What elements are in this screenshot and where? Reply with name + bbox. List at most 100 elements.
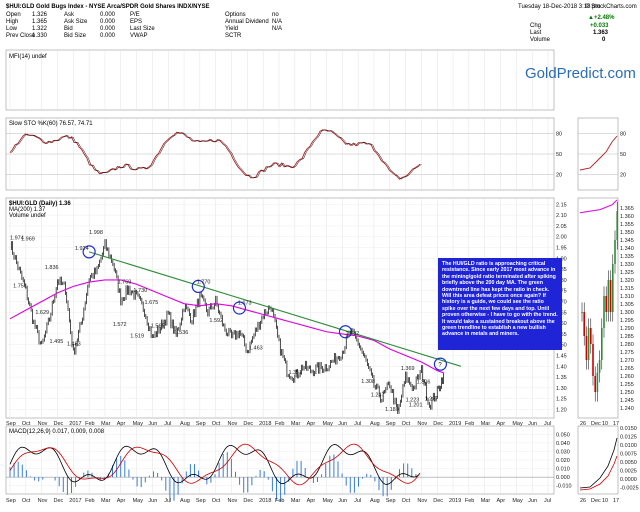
x-tick-label: 2019 <box>449 421 461 427</box>
x-tick-label: Dec <box>433 421 443 427</box>
inset-sto-line <box>579 135 618 171</box>
inset-y-tick-label: 1.325 <box>620 270 634 276</box>
x-tick-label: Nov <box>417 421 427 427</box>
x-tick-label: Oct <box>22 498 31 504</box>
last-label: Last <box>530 30 542 36</box>
price-level-label: 1.223 <box>406 398 420 404</box>
quote-cell: Annual Dividend <box>225 19 269 25</box>
price-level-label: 1.306 <box>417 380 431 386</box>
inset-candle-body <box>601 328 603 360</box>
resistance-touch-circle <box>232 301 247 315</box>
inset-y-tick-label: 1.345 <box>620 238 634 244</box>
inset-x-tick-label: 26 <box>580 498 586 504</box>
quote-cell: N/A <box>272 19 282 25</box>
resistance-touch-circle <box>191 279 205 293</box>
price-level-label: 1.969 <box>21 236 35 242</box>
price-level-label: 1.519 <box>130 334 144 340</box>
x-tick-label: Dec <box>53 421 63 427</box>
inset-y-tick-label: 1.350 <box>620 230 634 236</box>
inset-y-tick-label: 1.250 <box>620 390 634 396</box>
quote-cell: 1.326 <box>32 12 48 18</box>
price-level-label: 1.565 <box>151 324 165 330</box>
quote-cell: Low <box>6 26 18 32</box>
inset-x-tick-label: 10 <box>602 498 608 504</box>
inset-candle-body <box>609 280 612 312</box>
x-tick-label: Oct <box>212 421 221 427</box>
sto-tick-label: 80 <box>556 132 562 138</box>
x-tick-label: Mar <box>481 498 491 504</box>
x-tick-label: Jul <box>544 421 551 427</box>
inset-candle-body <box>587 328 590 360</box>
macd-tick-label: 0.040 <box>556 441 570 447</box>
y-tick-label: 1.45 <box>556 354 567 360</box>
x-tick-label: Oct <box>212 498 221 504</box>
inset-macd-tick-label: 0.0075 <box>620 452 637 458</box>
price-level-label: 1.974 <box>10 235 24 241</box>
question-mark-label: ? <box>438 363 442 369</box>
inset-x-tick-label: 26 <box>580 421 586 427</box>
sto-tick-label: 80 <box>620 132 626 138</box>
quote-cell: Open <box>6 12 21 18</box>
x-tick-label: Aug <box>370 498 380 504</box>
x-tick-label: Feb <box>85 498 94 504</box>
inset-macd-signal <box>579 455 618 491</box>
x-tick-label: May <box>133 498 144 504</box>
inset-layer <box>579 135 618 491</box>
inset-y-tick-label: 1.300 <box>620 310 634 316</box>
inset-y-tick-label: 1.285 <box>620 334 634 340</box>
quote-cell: N/A <box>272 26 282 32</box>
quote-cell: Prev Close <box>6 33 36 39</box>
sto-tick-label: 20 <box>620 172 626 178</box>
change-percent: ▲+2.48% <box>588 15 615 21</box>
inset-y-tick-label: 1.255 <box>620 382 634 388</box>
price-level-label: 1.836 <box>45 265 59 271</box>
inset-y-tick-label: 1.355 <box>620 222 634 228</box>
sto-layer <box>9 129 422 180</box>
x-tick-label: Nov <box>38 421 48 427</box>
sto-tick-label: 20 <box>556 172 562 178</box>
quote-cell: SCTR <box>225 33 242 39</box>
x-tick-label: Jul <box>354 498 361 504</box>
quote-cell: 0.000 <box>100 19 116 25</box>
price-level-label: 1.247 <box>371 392 385 398</box>
y-tick-label: 1.95 <box>556 246 567 252</box>
macd-tick-label: -0.010 <box>556 484 572 490</box>
inset-x-tick-label: 10 <box>602 421 608 427</box>
price-level-label: 1.629 <box>35 310 49 316</box>
x-tick-label: Dec <box>243 421 253 427</box>
x-tick-label: Feb <box>85 421 94 427</box>
x-tick-label: Dec <box>53 498 63 504</box>
macd-tick-label: 0.000 <box>556 475 570 481</box>
price-level-label: 1.463 <box>249 346 263 352</box>
y-tick-label: 2.15 <box>556 202 567 208</box>
resistance-touch-circle <box>82 245 96 259</box>
quote-cell: 0.000 <box>100 12 116 18</box>
price-level-label: 1.227 <box>425 397 439 403</box>
y-tick-label: 2.10 <box>556 213 567 219</box>
sto-tick-label: 50 <box>620 152 626 158</box>
quote-cell: 1.365 <box>32 19 48 25</box>
x-tick-label: Sep <box>386 421 396 427</box>
inset-candle-body <box>590 328 592 344</box>
quote-cell: EPS <box>130 19 142 25</box>
quote-cell: VWAP <box>130 33 147 39</box>
inset-ma200-line <box>579 199 618 214</box>
quote-cell: Bid <box>64 26 73 32</box>
macd-tick-label: 0.050 <box>556 432 570 438</box>
x-tick-label: Nov <box>417 498 427 504</box>
price-level-label: 1.369 <box>401 366 415 372</box>
x-tick-label: Jul <box>544 498 551 504</box>
chg-value: +0.033 <box>590 23 609 29</box>
x-tick-label: Aug <box>180 498 190 504</box>
x-tick-label: Jul <box>164 421 171 427</box>
quote-cell: 0.000 <box>100 33 116 39</box>
mfi-panel <box>5 49 555 111</box>
y-tick-label: 1.25 <box>556 397 567 403</box>
x-tick-label: Mar <box>291 498 301 504</box>
x-tick-label: Apr <box>117 498 126 504</box>
x-tick-label: 2017 <box>69 498 81 504</box>
x-tick-label: Jun <box>338 421 347 427</box>
x-tick-label: Oct <box>402 421 411 427</box>
sto-d-line <box>11 129 422 180</box>
quote-cell: 1.322 <box>32 26 48 32</box>
